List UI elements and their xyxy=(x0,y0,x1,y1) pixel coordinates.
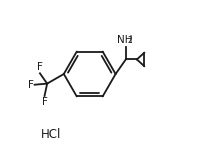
Text: F: F xyxy=(42,97,47,107)
Text: NH: NH xyxy=(117,35,133,45)
Text: HCl: HCl xyxy=(41,128,61,141)
Text: F: F xyxy=(28,80,33,90)
Text: F: F xyxy=(37,62,43,72)
Text: 2: 2 xyxy=(127,36,132,45)
